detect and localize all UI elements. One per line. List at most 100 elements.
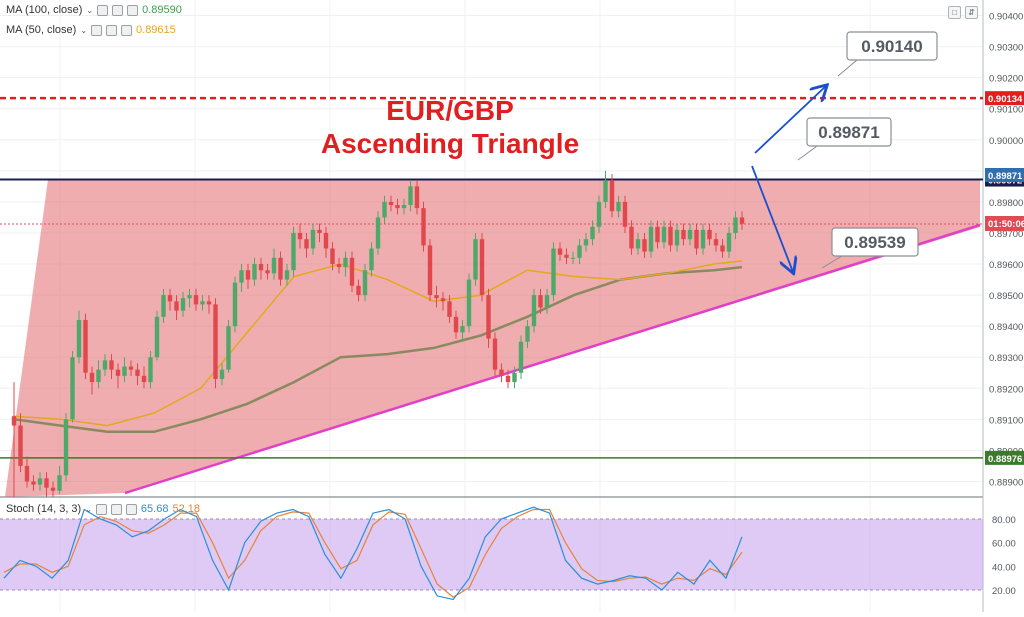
candle xyxy=(24,456,30,488)
price-tick-label: 0.89100 xyxy=(989,415,1023,426)
price-tick-label: 0.90300 xyxy=(989,43,1023,54)
close-icon[interactable] xyxy=(127,4,139,16)
callout-pointer xyxy=(837,59,858,77)
support-callout: 0.89539 xyxy=(821,227,919,269)
candle xyxy=(707,223,712,246)
close-icon[interactable] xyxy=(121,24,133,36)
ma50-legend[interactable]: MA (50, close) ⌄ 0.89615 xyxy=(6,24,176,36)
price-badge-text: 01:50:06 xyxy=(988,219,1024,230)
candle xyxy=(18,413,23,473)
candle-body xyxy=(219,369,225,379)
candle-body xyxy=(629,226,634,249)
move-pane-icon[interactable]: ⇵ xyxy=(965,6,978,19)
ma100-legend[interactable]: MA (100, close) ⌄ 0.89590 xyxy=(6,4,182,16)
candle-body xyxy=(382,201,387,218)
gear-icon[interactable] xyxy=(110,503,122,515)
candle xyxy=(486,288,491,348)
price-badge: 01:50:06 xyxy=(985,216,1024,230)
eye-icon[interactable] xyxy=(91,24,103,36)
stoch-legend[interactable]: Stoch (14, 3, 3) ⌄ 65.68 52.18 xyxy=(6,503,200,515)
candle xyxy=(258,257,264,280)
price-axis[interactable]: 0.904000.903000.902000.901000.900000.899… xyxy=(985,12,1024,597)
price-badge-bg xyxy=(985,91,1024,106)
candle-body xyxy=(570,257,576,259)
candle-body xyxy=(739,217,745,224)
candle xyxy=(50,481,56,497)
candle xyxy=(505,369,511,389)
chevron-down-icon[interactable]: ⌄ xyxy=(85,504,92,514)
candle xyxy=(96,360,101,389)
candle-body xyxy=(362,270,368,296)
candle xyxy=(726,226,732,258)
candle xyxy=(687,223,693,246)
candle-body xyxy=(466,279,472,327)
candle-body xyxy=(330,248,335,265)
candle xyxy=(596,195,602,233)
candle-body xyxy=(616,201,621,212)
candle xyxy=(11,382,17,497)
target-callout: 0.90140 xyxy=(837,31,938,77)
candle-body xyxy=(37,478,43,485)
candle xyxy=(629,220,634,255)
candle-body xyxy=(278,257,283,280)
price-tick-label: 0.89700 xyxy=(989,229,1023,240)
stoch-tick-label: 40.00 xyxy=(992,562,1016,573)
eye-icon[interactable] xyxy=(95,503,107,515)
price-badge-text: 0.90134 xyxy=(988,94,1023,105)
title-line-1: EUR/GBP xyxy=(386,95,514,126)
candle-body xyxy=(668,226,673,246)
candle xyxy=(590,220,595,246)
candle xyxy=(733,211,738,240)
candle xyxy=(655,220,660,249)
candle xyxy=(37,472,43,491)
candle xyxy=(336,257,342,274)
candle xyxy=(317,223,322,243)
maximize-icon[interactable]: □ xyxy=(948,6,961,19)
candle-body xyxy=(557,248,563,255)
candle-body xyxy=(343,257,348,268)
gear-icon[interactable] xyxy=(112,4,124,16)
price-badge-bg xyxy=(985,450,1024,465)
candle-body xyxy=(57,475,62,491)
candle xyxy=(681,223,686,246)
candle xyxy=(466,273,472,333)
candle-body xyxy=(31,481,36,485)
close-icon[interactable] xyxy=(125,503,137,515)
chevron-down-icon[interactable]: ⌄ xyxy=(80,25,88,35)
candle xyxy=(642,232,647,258)
candle-body xyxy=(206,301,212,305)
candle xyxy=(414,180,420,215)
eye-icon[interactable] xyxy=(97,4,109,16)
ma50-label: MA (50, close) xyxy=(6,24,77,36)
candle-body xyxy=(187,295,192,299)
candle-body xyxy=(707,229,712,240)
support-trendline xyxy=(124,223,981,495)
ma50-value: 0.89615 xyxy=(136,24,176,36)
candle xyxy=(447,295,452,324)
callout-text: 0.90140 xyxy=(861,37,922,56)
candle-body xyxy=(525,326,530,342)
ma50-line xyxy=(13,260,743,427)
candle-body xyxy=(700,229,706,249)
price-badge-text: 0.89871 xyxy=(988,171,1023,182)
candle xyxy=(128,360,134,376)
candle-body xyxy=(180,298,186,311)
candle xyxy=(252,257,257,286)
candle xyxy=(512,366,517,389)
candle-body xyxy=(460,326,465,333)
candle xyxy=(531,288,537,333)
candle xyxy=(713,232,719,252)
chevron-down-icon[interactable]: ⌄ xyxy=(86,5,94,15)
candle-body xyxy=(96,369,101,383)
candle xyxy=(187,288,192,308)
price-badge: 0.89871 xyxy=(985,168,1024,182)
candle xyxy=(31,475,36,491)
candle-body xyxy=(323,232,329,249)
candle-body xyxy=(24,465,30,482)
candle-body xyxy=(89,372,95,383)
gear-icon[interactable] xyxy=(106,24,118,36)
candle xyxy=(362,264,368,302)
candle xyxy=(538,288,543,314)
down-arrow xyxy=(751,165,793,272)
